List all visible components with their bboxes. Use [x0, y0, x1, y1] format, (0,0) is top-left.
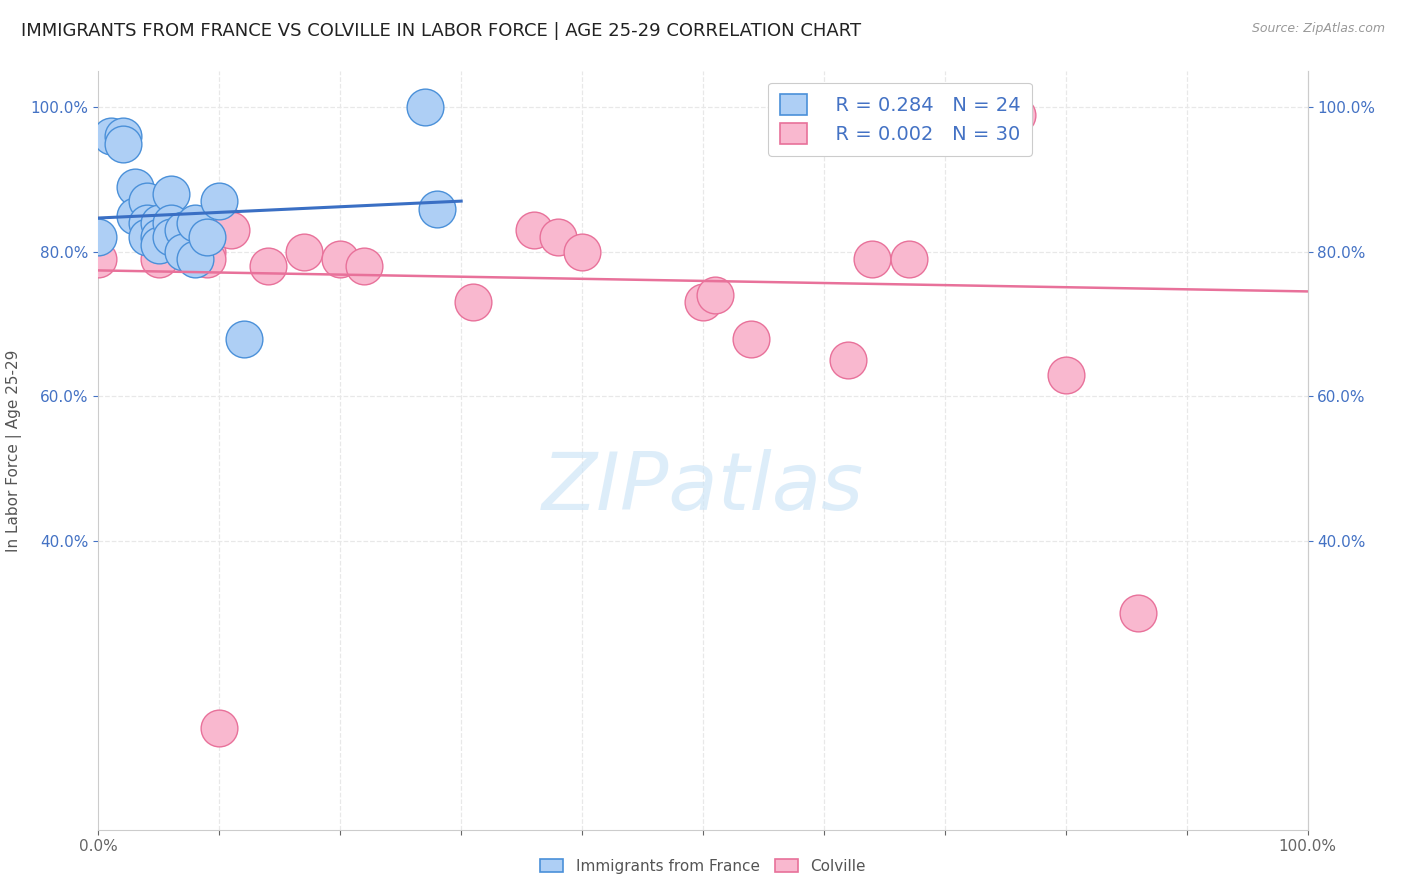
Point — [135, 194, 157, 209]
Point — [184, 252, 207, 266]
Text: IMMIGRANTS FROM FRANCE VS COLVILLE IN LABOR FORCE | AGE 25-29 CORRELATION CHART: IMMIGRANTS FROM FRANCE VS COLVILLE IN LA… — [21, 22, 862, 40]
Point — [1007, 108, 1029, 122]
Point — [256, 260, 278, 274]
Text: ZIPatlas: ZIPatlas — [541, 450, 865, 527]
Point — [184, 216, 207, 230]
Text: Source: ZipAtlas.com: Source: ZipAtlas.com — [1251, 22, 1385, 36]
Point — [172, 223, 194, 237]
Point — [195, 244, 218, 259]
Point — [740, 332, 762, 346]
Point — [160, 187, 183, 202]
Point — [148, 252, 170, 266]
Point — [135, 216, 157, 230]
Point — [413, 100, 436, 114]
Point — [87, 252, 110, 266]
Point — [426, 202, 449, 216]
Point — [897, 252, 920, 266]
Point — [1128, 606, 1150, 620]
Point — [946, 100, 969, 114]
Point — [547, 230, 569, 244]
Point — [148, 216, 170, 230]
Y-axis label: In Labor Force | Age 25-29: In Labor Force | Age 25-29 — [7, 350, 22, 551]
Point — [124, 180, 146, 194]
Legend:   R = 0.284   N = 24,   R = 0.002   N = 30: R = 0.284 N = 24, R = 0.002 N = 30 — [768, 83, 1032, 156]
Point — [704, 288, 727, 302]
Point — [160, 230, 183, 244]
Point — [160, 230, 183, 244]
Point — [860, 252, 883, 266]
Point — [172, 244, 194, 259]
Point — [172, 223, 194, 237]
Point — [100, 129, 122, 144]
Point — [195, 230, 218, 244]
Point — [135, 216, 157, 230]
Point — [208, 209, 231, 223]
Point — [124, 209, 146, 223]
Point — [184, 230, 207, 244]
Point — [195, 252, 218, 266]
Point — [292, 244, 315, 259]
Point — [837, 353, 859, 368]
Point — [232, 332, 254, 346]
Point — [353, 260, 375, 274]
Point — [692, 295, 714, 310]
Point — [571, 244, 593, 259]
Point — [111, 136, 134, 151]
Point — [111, 129, 134, 144]
Point — [135, 230, 157, 244]
Point — [523, 223, 546, 237]
Point — [1054, 368, 1077, 382]
Point — [148, 237, 170, 252]
Point — [208, 194, 231, 209]
Point — [463, 295, 485, 310]
Point — [981, 100, 1004, 114]
Point — [160, 216, 183, 230]
Point — [148, 230, 170, 244]
Point — [87, 230, 110, 244]
Legend: Immigrants from France, Colville: Immigrants from France, Colville — [534, 853, 872, 880]
Point — [208, 722, 231, 736]
Point — [221, 223, 243, 237]
Point — [329, 252, 352, 266]
